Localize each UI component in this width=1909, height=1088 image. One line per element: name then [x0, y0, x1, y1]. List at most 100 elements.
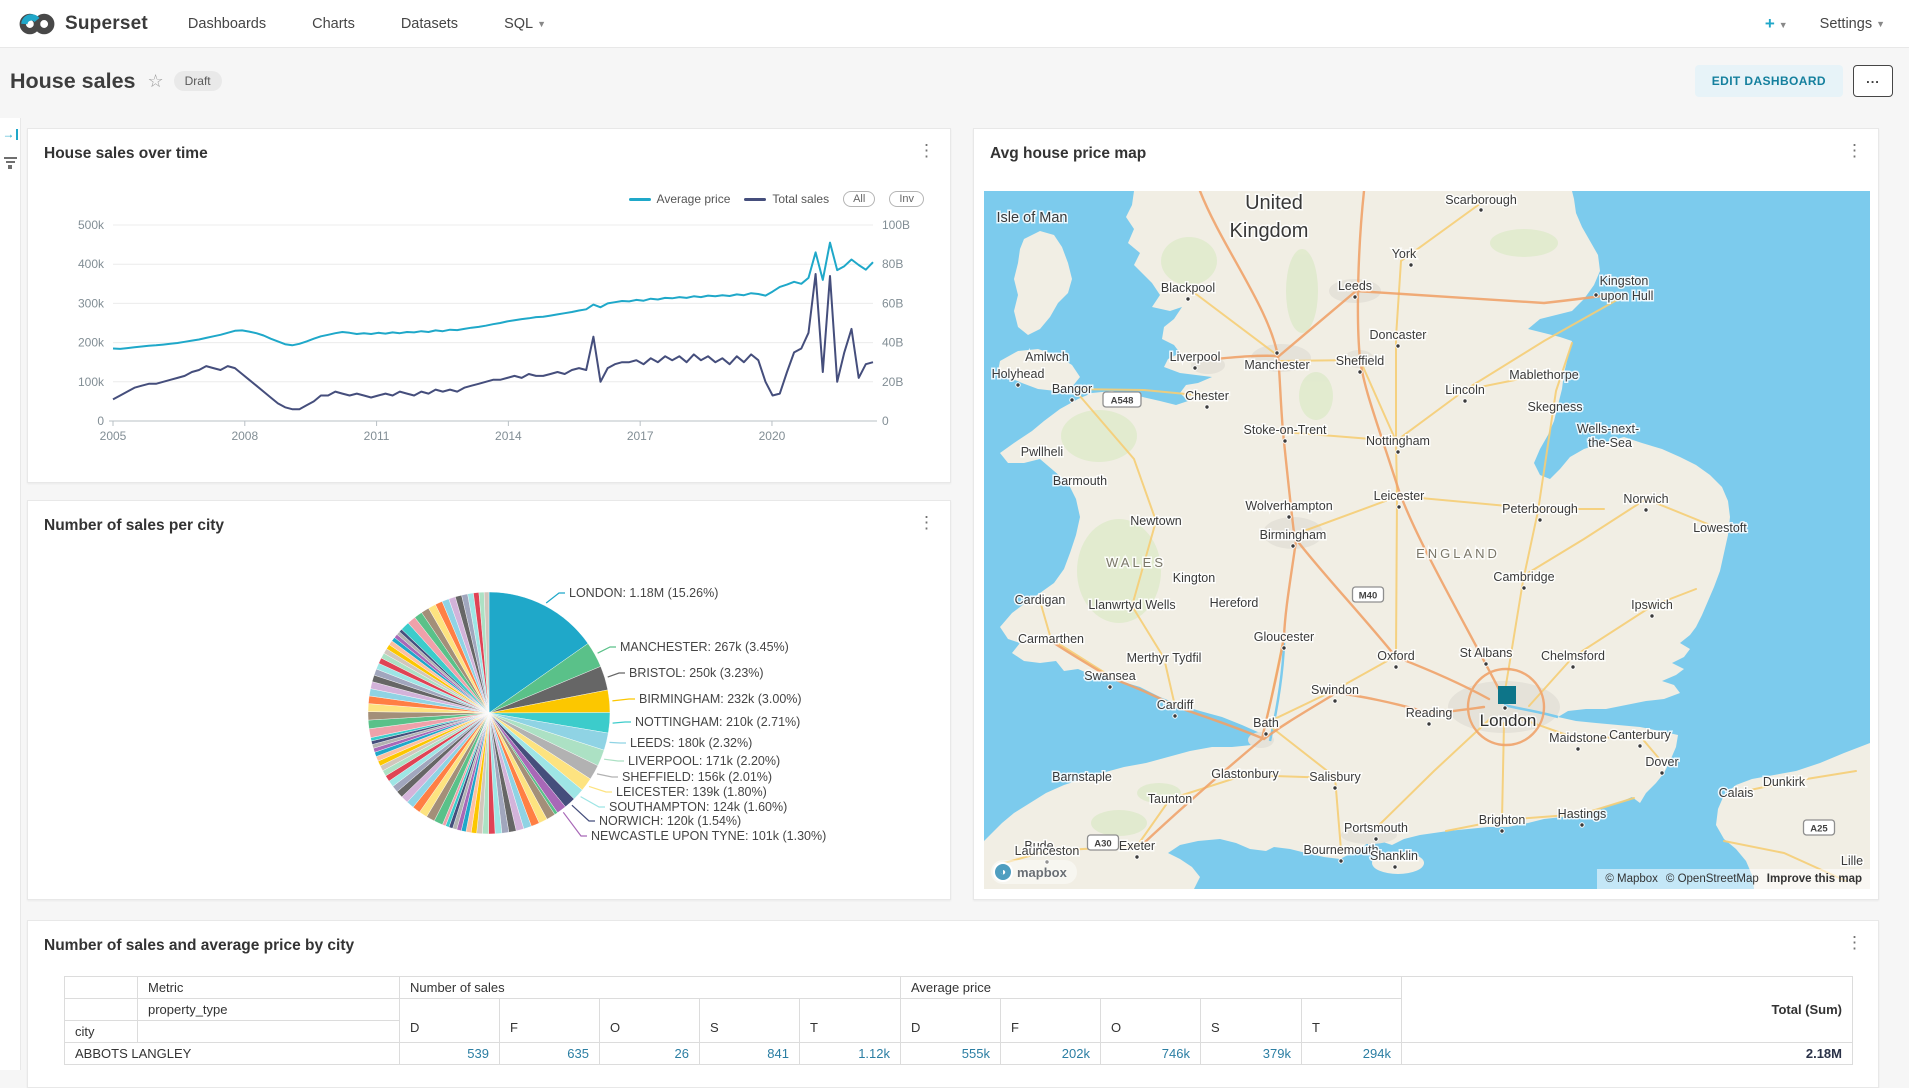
expand-filter-bar-icon[interactable]: → [3, 127, 18, 141]
svg-text:Blackpool: Blackpool [1161, 281, 1215, 295]
svg-text:Taunton: Taunton [1148, 792, 1193, 806]
kebab-menu-icon[interactable]: ⋮ [1846, 141, 1863, 160]
svg-text:MANCHESTER: 267k (3.45%): MANCHESTER: 267k (3.45%) [620, 640, 789, 654]
mapbox-attribution-link[interactable]: © Mapbox [1605, 873, 1658, 885]
svg-text:0: 0 [97, 414, 104, 428]
improve-map-link[interactable]: Improve this map [1766, 873, 1862, 885]
nav-item-dashboards[interactable]: Dashboards [187, 15, 267, 32]
sales-value: 26 [599, 1042, 700, 1065]
legend-average-price[interactable]: Average price [628, 192, 730, 206]
subcol-T: T [1301, 998, 1402, 1043]
svg-text:Leeds: Leeds [1338, 279, 1372, 293]
svg-text:A548: A548 [1111, 396, 1134, 407]
svg-text:Salisbury: Salisbury [1309, 770, 1361, 784]
mapbox-logo[interactable]: ◑ mapbox [991, 860, 1077, 884]
group-number-of-sales: Number of sales [399, 976, 901, 999]
filter-icon[interactable] [3, 157, 17, 169]
svg-text:Lowestoft: Lowestoft [1693, 521, 1747, 535]
inv-series-toggle[interactable]: Inv [889, 191, 924, 207]
france-landmass [1716, 743, 1870, 889]
svg-text:Wells-next-: Wells-next- [1577, 422, 1639, 436]
legend-total-sales[interactable]: Total sales [744, 192, 829, 206]
kebab-menu-icon[interactable]: ⋮ [1846, 933, 1863, 952]
svg-text:Brighton: Brighton [1479, 813, 1526, 827]
price-value: 746k [1100, 1042, 1201, 1065]
subcol-F: F [1000, 998, 1101, 1043]
mapbox-icon: ◑ [993, 862, 1013, 882]
dashboard-more-button[interactable]: ... [1853, 65, 1893, 97]
superset-logo[interactable]: Superset [18, 12, 148, 36]
svg-text:Amlwch: Amlwch [1025, 350, 1069, 364]
kebab-menu-icon[interactable]: ⋮ [918, 141, 935, 160]
sales-value: 539 [399, 1042, 500, 1065]
svg-text:SHEFFIELD: 156k (2.01%): SHEFFIELD: 156k (2.01%) [622, 770, 772, 784]
svg-text:LEICESTER: 139k (1.80%): LEICESTER: 139k (1.80%) [616, 785, 767, 799]
svg-text:Birmingham: Birmingham [1260, 528, 1327, 542]
new-dropdown[interactable]: + ▼ [1764, 13, 1788, 33]
map-attribution: © Mapbox © OpenStreetMap Improve this ma… [1597, 869, 1870, 889]
chevron-down-icon: ▼ [1778, 19, 1788, 30]
pie-chart[interactable]: LONDON: 1.18M (15.26%) MANCHESTER: 267k (… [28, 501, 952, 906]
edit-dashboard-button[interactable]: EDIT DASHBOARD [1694, 65, 1843, 97]
terrain-green [1061, 229, 1558, 836]
svg-text:BRISTOL: 250k (3.23%): BRISTOL: 250k (3.23%) [629, 666, 764, 680]
svg-text:SOUTHAMPTON: 124k (1.60%): SOUTHAMPTON: 124k (1.60%) [609, 800, 787, 814]
svg-text:Sheffield: Sheffield [1336, 354, 1384, 368]
map-annotations: United Kingdom Isle of Man Scarborough Black… [990, 191, 1865, 870]
svg-text:LIVERPOOL: 171k (2.20%): LIVERPOOL: 171k (2.20%) [628, 754, 780, 768]
svg-text:NOTTINGHAM: 210k (2.71%): NOTTINGHAM: 210k (2.71%) [635, 715, 800, 729]
svg-text:Manchester: Manchester [1244, 358, 1309, 372]
svg-text:0: 0 [882, 414, 889, 428]
favorite-star-icon[interactable]: ☆ [147, 70, 164, 91]
collapsed-filter-bar: → [0, 118, 21, 1070]
svg-text:Cambridge: Cambridge [1493, 570, 1554, 584]
chevron-down-icon: ▼ [1876, 18, 1885, 29]
price-value: 294k [1301, 1042, 1402, 1065]
draft-badge: Draft [173, 71, 222, 91]
uk-map[interactable]: United Kingdom Isle of Man Scarborough Black… [984, 191, 1870, 889]
svg-text:Norwich: Norwich [1623, 492, 1668, 506]
svg-text:Swindon: Swindon [1311, 683, 1359, 697]
svg-text:Mablethorpe: Mablethorpe [1509, 368, 1579, 382]
motorways [1052, 191, 1611, 845]
price-value: 202k [1000, 1042, 1101, 1065]
svg-text:Kington: Kington [1173, 571, 1215, 585]
pivot-table[interactable]: Metric Number of sales Average price Total … [64, 976, 1853, 1065]
subcol-O: O [599, 998, 700, 1043]
anglesey [998, 349, 1080, 391]
price-value: 555k [900, 1042, 1001, 1065]
svg-text:Bangor: Bangor [1052, 382, 1092, 396]
svg-text:the-Sea: the-Sea [1588, 436, 1632, 450]
settings-menu[interactable]: Settings ▼ [1819, 15, 1885, 32]
pivot-corner [64, 976, 138, 999]
chart-title: House sales over time [44, 145, 208, 162]
time-series-chart[interactable]: 0 0 100k 20B 200k 40B 300k 60B 400k 80B 500k 100B 20… [28, 207, 952, 462]
chart-card-sales-and-price-table: Number of sales and average price by cit… [27, 920, 1879, 1088]
osm-attribution-link[interactable]: © OpenStreetMap [1665, 873, 1759, 885]
svg-text:Doncaster: Doncaster [1370, 328, 1427, 342]
mapbox-map[interactable]: United Kingdom Isle of Man Scarborough Black… [984, 191, 1870, 889]
kebab-menu-icon[interactable]: ⋮ [918, 513, 935, 532]
pivot-corner [137, 1020, 400, 1043]
svg-text:Portsmouth: Portsmouth [1344, 821, 1408, 835]
group-average-price: Average price [900, 976, 1402, 999]
svg-text:Liverpool: Liverpool [1170, 350, 1221, 364]
nav-item-sql[interactable]: SQL ▼ [504, 15, 546, 32]
svg-text:Reading: Reading [1406, 706, 1453, 720]
nav-item-charts[interactable]: Charts [312, 15, 355, 32]
svg-text:BIRMINGHAM: 232k (3.00%): BIRMINGHAM: 232k (3.00%) [639, 692, 802, 706]
svg-text:Hereford: Hereford [1210, 596, 1259, 610]
svg-text:Launceston: Launceston [1015, 844, 1080, 858]
dashboard-header: House sales ☆ Draft EDIT DASHBOARD ... [0, 48, 1909, 114]
nav-item-datasets[interactable]: Datasets [400, 15, 459, 32]
all-series-toggle[interactable]: All [843, 191, 876, 207]
svg-text:Isle of Man: Isle of Man [997, 210, 1068, 226]
svg-text:Hastings: Hastings [1558, 807, 1607, 821]
svg-text:LEEDS: 180k (2.32%): LEEDS: 180k (2.32%) [630, 736, 752, 750]
svg-text:2014: 2014 [495, 429, 522, 443]
main-nav: Dashboards Charts Datasets SQL ▼ [188, 16, 546, 32]
isle-of-man [1014, 231, 1072, 335]
svg-text:M40: M40 [1359, 591, 1377, 602]
svg-text:Barmouth: Barmouth [1053, 474, 1107, 488]
svg-text:A25: A25 [1810, 824, 1828, 835]
